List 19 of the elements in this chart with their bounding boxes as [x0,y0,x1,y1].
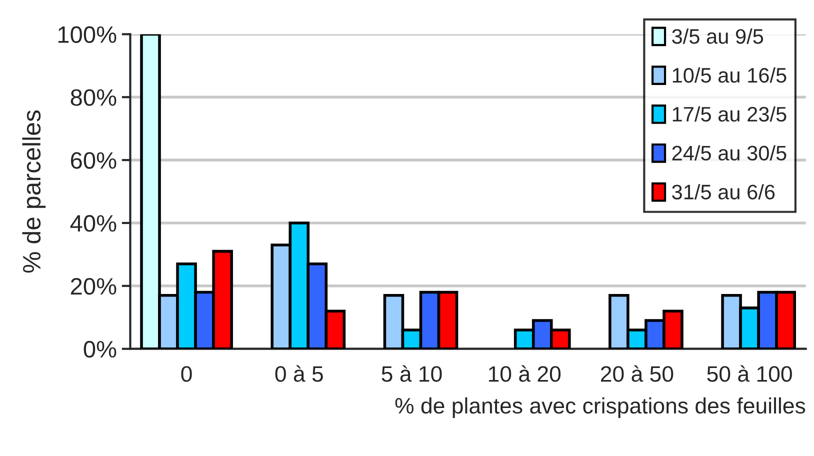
y-tick-label: 0% [84,340,116,358]
y-tick-label: 20% [70,278,116,295]
y-tick-label: 80% [70,89,116,106]
x-axis-title: % de plantes avec crispations des feuilles [395,397,806,418]
y-tick-label: 60% [70,152,116,169]
legend-label: 3/5 au 9/5 [672,28,764,44]
x-tick-label: 50 à 100 [707,365,792,382]
legend-label: 24/5 au 30/5 [672,145,786,161]
x-tick-label: 20 à 50 [601,365,674,382]
x-tick-label: 0 [181,366,192,382]
legend-label: 31/5 au 6/6 [672,184,775,200]
legend-label: 17/5 au 23/5 [672,106,786,122]
x-tick-label: 0 à 5 [275,365,323,382]
y-axis-title: % de parcelles [22,110,46,273]
y-tick-label: 100% [58,26,116,43]
legend-label: 10/5 au 16/5 [672,67,786,83]
y-tick-label: 40% [70,215,116,232]
x-tick-label: 5 à 10 [382,365,442,382]
x-tick-label: 10 à 20 [488,365,561,382]
